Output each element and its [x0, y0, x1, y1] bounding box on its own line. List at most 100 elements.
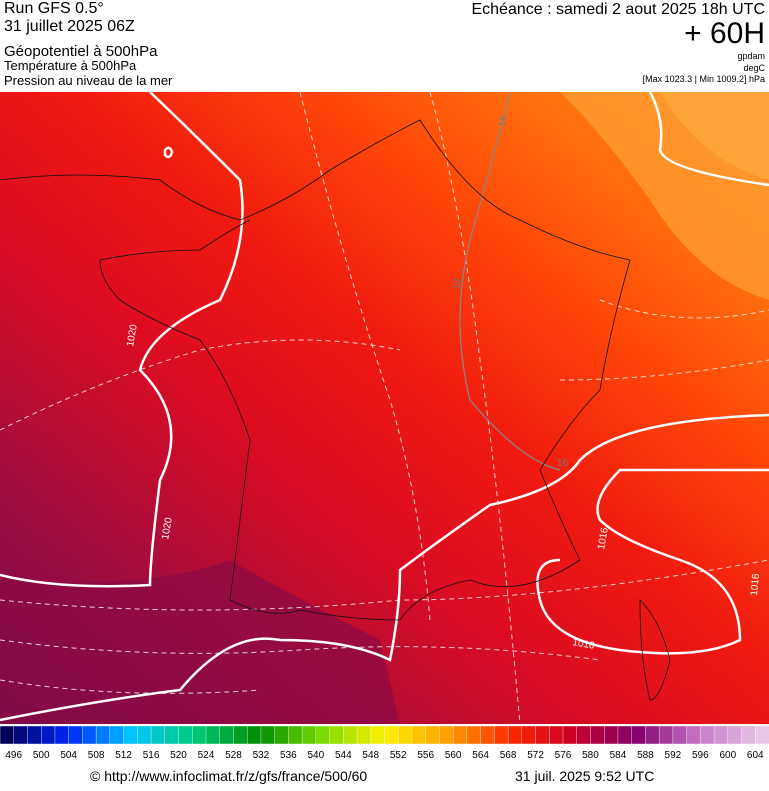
colorbar-label: 572 — [527, 750, 544, 761]
colorbar-label: 568 — [500, 750, 517, 761]
lead-time: + 60H — [684, 17, 765, 50]
colorbar-swatch — [246, 725, 262, 745]
colorbar-label: 560 — [445, 750, 462, 761]
colorbar-label: 512 — [115, 750, 132, 761]
colorbar-swatch — [549, 725, 564, 745]
colorbar-swatch — [274, 725, 290, 745]
colorbar-label: 532 — [253, 750, 270, 761]
colorbar-swatch — [260, 725, 276, 745]
colorbar-swatch — [425, 725, 441, 745]
colorbar-swatch — [68, 725, 84, 745]
colorbar-label: 604 — [747, 750, 764, 761]
field: Pression au niveau de la mer — [4, 73, 173, 88]
colorbar-swatch — [590, 725, 605, 745]
colorbar-swatch — [562, 725, 578, 745]
colorbar-swatch — [329, 725, 345, 745]
colorbar-swatch — [507, 725, 523, 745]
colorbar-label: 588 — [637, 750, 654, 761]
colorbar-swatch — [164, 725, 180, 745]
colorbar-swatch — [370, 725, 386, 745]
colorbar-swatch — [480, 725, 496, 745]
colorbar-swatch — [384, 725, 399, 745]
colorbar-label: 596 — [692, 750, 709, 761]
colorbar-label: 584 — [610, 750, 627, 761]
colorbar-label: 552 — [390, 750, 407, 761]
colorbar-swatch — [343, 725, 358, 745]
colorbar-swatch — [713, 725, 729, 745]
colorbar-swatch — [727, 725, 743, 745]
colorbar-swatch — [40, 725, 56, 745]
colorbar-swatch — [109, 725, 125, 745]
isotherm-label: 16 — [557, 458, 569, 469]
colorbar-label: 580 — [582, 750, 599, 761]
colorbar-swatch — [631, 725, 647, 745]
map: 1020 1020 1016 1016 1016 16 16 16 — [0, 92, 769, 724]
colorbar-label: 528 — [225, 750, 242, 761]
isobar-label: 1016 — [596, 526, 611, 550]
colorbar-label: 576 — [555, 750, 572, 761]
source: © http://www.infoclimat.fr/z/gfs/france/… — [90, 768, 367, 784]
colorbar-swatch — [288, 725, 303, 745]
colorbar-label: 516 — [143, 750, 160, 761]
colorbar-label: 500 — [33, 750, 50, 761]
colorbar-swatch — [13, 725, 29, 745]
colorbar-swatch — [0, 725, 15, 745]
run: Run GFS 0.5° — [4, 0, 104, 17]
colorbar-swatch — [315, 725, 331, 745]
colorbar-swatch — [398, 725, 413, 745]
colorbar-swatch — [301, 725, 317, 745]
colorbar-swatch — [755, 725, 769, 745]
colorbar-swatch — [521, 725, 537, 745]
colorbar-swatch — [452, 725, 468, 745]
colorbar-swatch — [150, 725, 166, 745]
colorbar-swatch — [604, 725, 619, 745]
colorbar-label: 592 — [665, 750, 682, 761]
isobar-label: 1020 — [125, 323, 140, 347]
colorbar-swatch — [123, 725, 139, 745]
colorbar-label: 548 — [362, 750, 379, 761]
isotherm-label: 16 — [497, 114, 510, 127]
colorbar-swatch — [535, 725, 550, 745]
colorbar-swatch — [233, 725, 248, 745]
unit: gpdam — [737, 51, 765, 61]
isobar-label: 1016 — [749, 573, 762, 597]
colorbar-swatch — [356, 725, 372, 745]
colorbar-label: 600 — [719, 750, 736, 761]
colorbar-label: 524 — [198, 750, 215, 761]
colorbar-label: 564 — [472, 750, 489, 761]
pressure-range: [Max 1023.3 | Min 1009.2] hPa — [643, 74, 765, 84]
colorbar-swatch — [617, 725, 633, 745]
colorbar-label: 496 — [5, 750, 22, 761]
colorbar-swatch — [411, 725, 427, 745]
colorbar-swatch — [686, 725, 702, 745]
colorbar-swatch — [439, 725, 454, 745]
colorbar-swatch — [645, 725, 660, 745]
colorbar-swatch — [219, 725, 235, 745]
colorbar-swatch — [741, 725, 756, 745]
colorbar-label: 556 — [417, 750, 434, 761]
isobar-label: 1020 — [160, 516, 175, 540]
colorbar-swatch — [192, 725, 207, 745]
colorbar-label: 540 — [307, 750, 324, 761]
colorbar-swatch — [700, 725, 715, 745]
colorbar-label: 536 — [280, 750, 297, 761]
colorbar-label: 544 — [335, 750, 352, 761]
isobar-label: 1016 — [571, 637, 595, 652]
field: Température à 500hPa — [4, 58, 137, 73]
colorbar-label: 508 — [88, 750, 105, 761]
colorbar-swatch — [82, 725, 97, 745]
isotherm-label: 16 — [451, 277, 464, 290]
colorbar-swatch — [54, 725, 70, 745]
valid-time: Echéance : samedi 2 aout 2025 18h UTC — [471, 1, 765, 18]
generated: 31 juil. 2025 9:52 UTC — [515, 768, 654, 784]
colorbar-swatch — [27, 725, 42, 745]
colorbar-label: 520 — [170, 750, 187, 761]
colorbar-swatch — [576, 725, 592, 745]
colorbar-swatch — [672, 725, 688, 745]
unit: degC — [743, 63, 765, 73]
colorbar-swatch — [137, 725, 152, 745]
colorbar-swatch — [658, 725, 674, 745]
colorbar-swatch — [466, 725, 482, 745]
colorbar-swatch — [95, 725, 111, 745]
